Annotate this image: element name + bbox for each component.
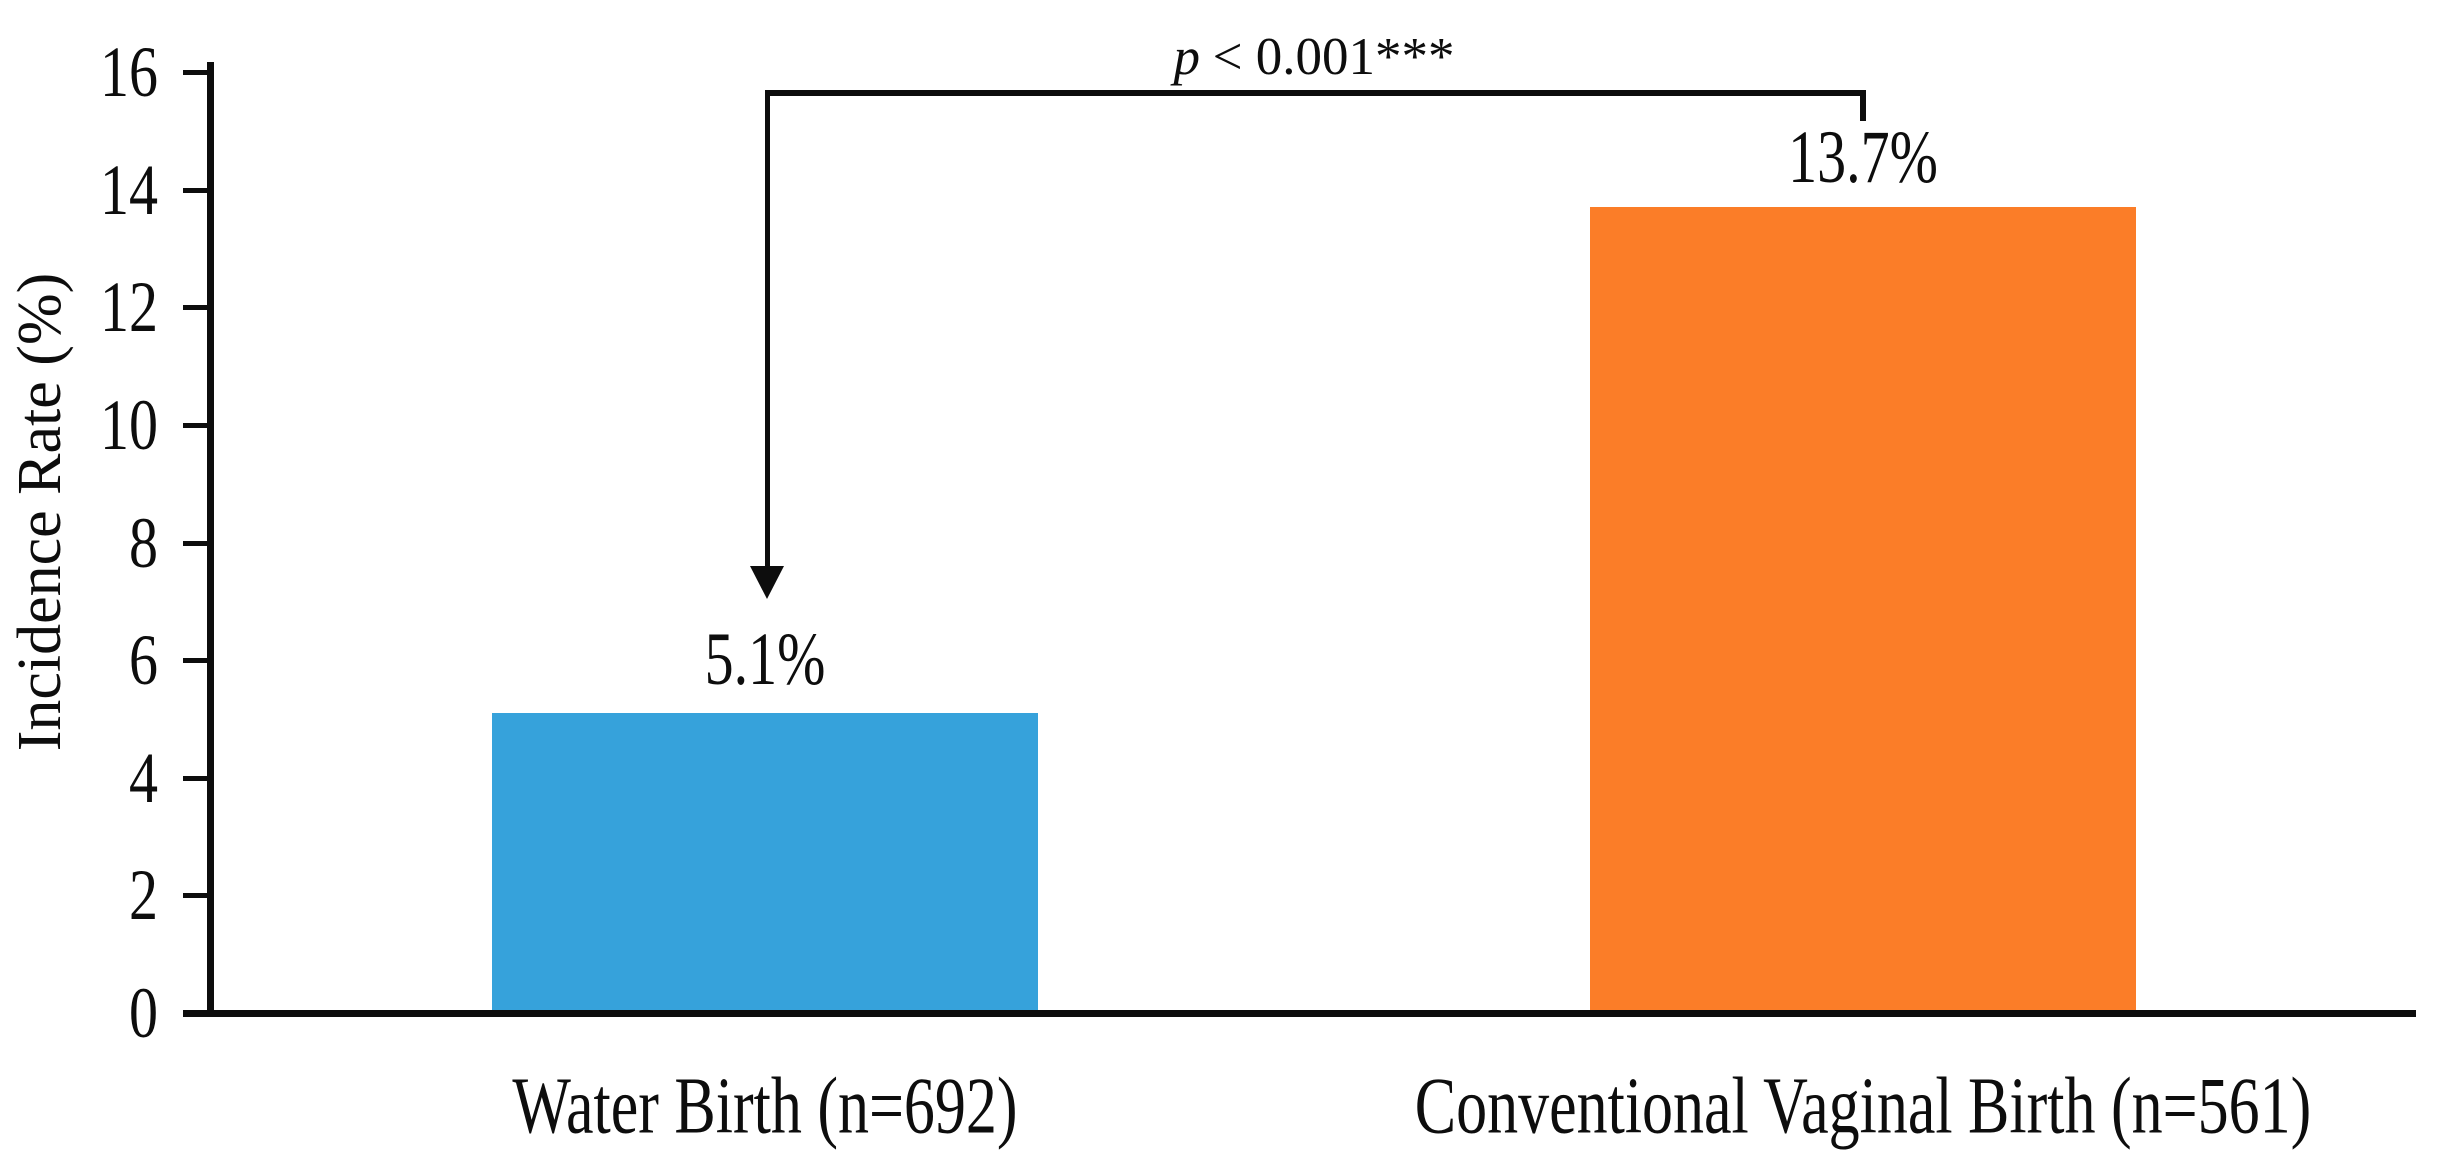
significance-bracket-line — [765, 90, 1866, 96]
y-tick-label: 0 — [129, 971, 158, 1053]
bar-conventional-vaginal-birth-n-561 — [1590, 207, 2136, 1010]
p-comparison: < 0.001*** — [1212, 28, 1455, 86]
y-tick-mark — [183, 776, 207, 781]
bar-value-label: 5.1% — [704, 616, 826, 701]
significance-bracket-right-tick — [1860, 90, 1866, 121]
x-axis-line — [183, 1010, 2416, 1017]
y-tick-mark — [183, 305, 207, 310]
y-tick-label: 8 — [129, 501, 158, 583]
p-value-label: p < 0.001*** — [1173, 31, 1454, 84]
arrow-down-icon — [750, 566, 784, 599]
y-axis-line — [207, 62, 214, 1017]
y-tick-label: 14 — [100, 148, 158, 230]
y-tick-label: 4 — [129, 736, 158, 818]
y-tick-mark — [183, 893, 207, 898]
y-tick-mark — [183, 188, 207, 193]
x-category-label-water-birth-n-692: Water Birth (n=692) — [512, 1062, 1018, 1151]
significance-arrow-shaft — [765, 90, 770, 568]
bar-value-label: 13.7% — [1788, 114, 1938, 199]
y-tick-mark — [183, 658, 207, 663]
y-tick-mark — [183, 1011, 207, 1016]
x-category-label-conventional-vaginal-birth-n-561: Conventional Vaginal Birth (n=561) — [1414, 1062, 2312, 1151]
y-tick-label: 10 — [100, 383, 158, 465]
y-tick-label: 12 — [100, 265, 158, 347]
p-symbol: p — [1173, 28, 1200, 86]
y-tick-label: 16 — [100, 30, 158, 112]
y-tick-label: 6 — [129, 618, 158, 700]
y-tick-label: 2 — [129, 853, 158, 935]
bar-water-birth-n-692 — [492, 713, 1038, 1010]
y-tick-mark — [183, 423, 207, 428]
y-tick-mark — [183, 70, 207, 75]
y-tick-mark — [183, 541, 207, 546]
